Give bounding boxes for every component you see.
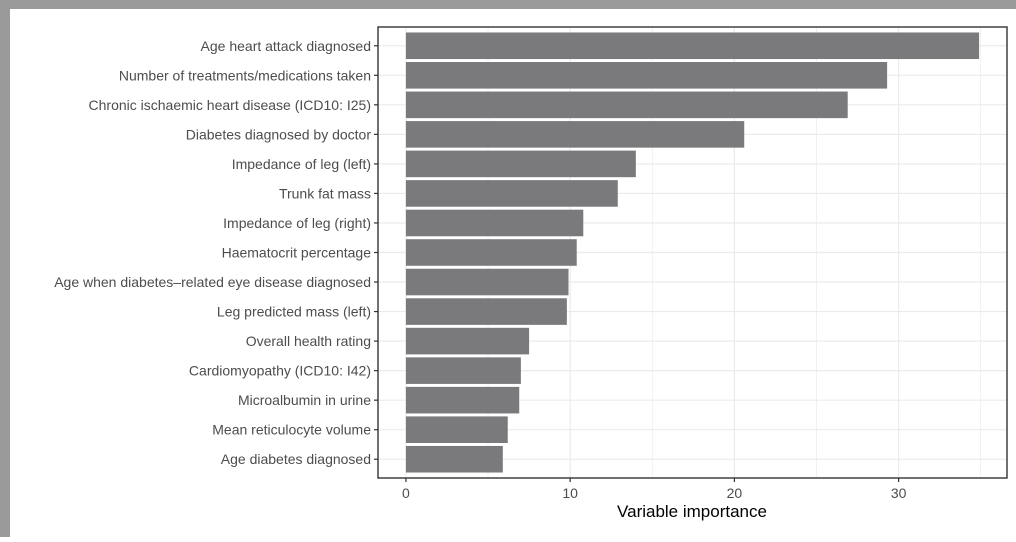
y-tick-label: Impedance of leg (left): [232, 156, 371, 172]
bar: [405, 150, 636, 178]
frame-top-border: [0, 0, 1016, 9]
x-tick-label: 30: [891, 485, 907, 501]
y-tick-label: Number of treatments/medications taken: [119, 67, 371, 83]
y-tick-label: Leg predicted mass (left): [217, 304, 371, 320]
bar: [405, 180, 618, 207]
bar: [405, 298, 567, 325]
y-tick-label: Age when diabetes–related eye disease di…: [54, 274, 371, 290]
bar: [405, 357, 521, 384]
y-tick-label: Diabetes diagnosed by doctor: [186, 126, 372, 142]
bar: [405, 416, 508, 443]
y-tick-label: Haematocrit percentage: [222, 245, 372, 261]
y-tick-label: Microalbumin in urine: [238, 392, 371, 408]
x-tick-label: 0: [402, 485, 410, 501]
y-tick-label: Mean reticulocyte volume: [212, 422, 371, 438]
y-tick-label: Chronic ischaemic heart disease (ICD10: …: [89, 97, 371, 113]
bar: [405, 239, 577, 266]
frame-left-border: [0, 0, 10, 537]
y-axis: Age heart attack diagnosed Number of trea…: [54, 38, 378, 467]
bar: [405, 209, 584, 237]
y-tick-label: Cardiomyopathy (ICD10: I42): [189, 363, 371, 379]
bar: [405, 32, 980, 60]
bar: [405, 121, 745, 148]
bar: [405, 386, 520, 414]
y-tick-label: Overall health rating: [246, 333, 371, 349]
x-axis-label: Variable importance: [617, 502, 767, 521]
bars-group: [405, 32, 980, 473]
bar: [405, 91, 848, 119]
x-axis: 0 10 20 30: [402, 478, 907, 501]
x-tick-label: 20: [727, 485, 743, 501]
bar: [405, 327, 530, 355]
y-tick-label: Trunk fat mass: [279, 185, 371, 201]
x-tick-label: 10: [562, 485, 578, 501]
y-tick-label: Age heart attack diagnosed: [201, 38, 371, 54]
bar: [405, 268, 569, 296]
bar: [405, 445, 503, 473]
y-tick-label: Impedance of leg (right): [223, 215, 371, 231]
y-tick-label: Age diabetes diagnosed: [221, 451, 371, 467]
bar: [405, 62, 888, 89]
